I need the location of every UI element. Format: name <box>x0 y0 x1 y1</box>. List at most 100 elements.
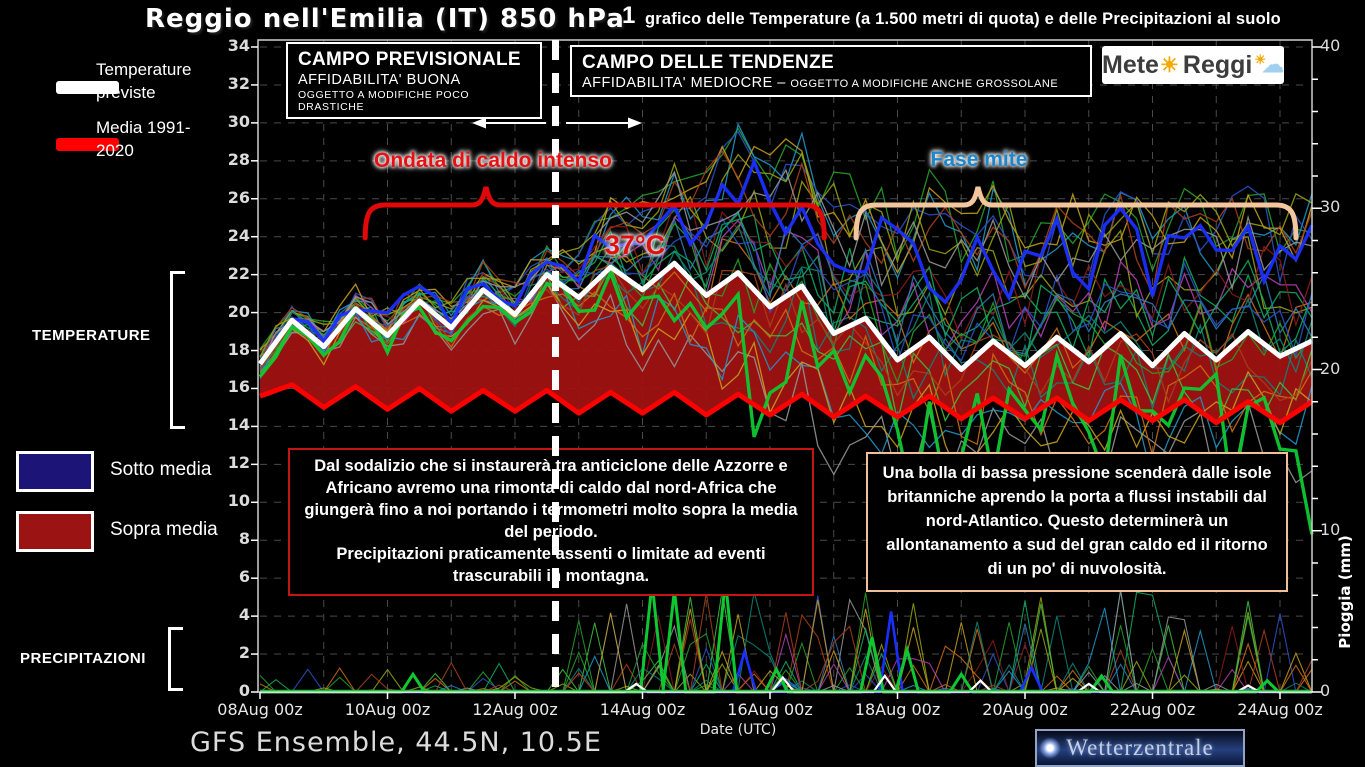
forecast-trend-divider <box>552 40 559 692</box>
page-subtitle: grafico delle Temperature (a 1.500 metri… <box>645 10 1281 28</box>
mean-line-label: Media 1991-2020 <box>96 118 191 160</box>
logo-text-reggi: Reggi <box>1182 50 1253 79</box>
mean-line-swatch <box>56 138 119 151</box>
y-left-tick-label: 32 <box>227 73 250 93</box>
y-left-tick-label: 10 <box>227 491 250 511</box>
small-sun-icon: ☀ <box>1254 52 1266 67</box>
above-mean-label: Sopra media <box>110 519 218 540</box>
above-mean-swatch <box>16 511 94 552</box>
forecast-mean-line <box>257 260 1313 372</box>
wetterzentrale-logo: Wetterzentrale <box>1035 729 1245 767</box>
arrow-right-icon <box>628 117 642 129</box>
ensemble-member-temp <box>259 265 1313 404</box>
y-left-tick-label: 22 <box>227 263 250 283</box>
trend-field-reliability-main: AFFIDABILITA' MEDIOCRE – <box>582 75 791 91</box>
precipitation-bracket <box>168 627 183 691</box>
cloud-icon: ☁ <box>1262 52 1284 77</box>
y-left-tick-label: 16 <box>227 377 250 397</box>
ensemble-member-temp <box>259 208 1313 351</box>
logo-flare <box>1039 737 1061 759</box>
y-left-tick-label: 24 <box>227 225 250 245</box>
x-axis-title: Date (UTC) <box>699 722 777 738</box>
y-right-tick-label: 20 <box>1320 358 1341 378</box>
y-right-tick-label: 40 <box>1320 36 1341 55</box>
page-title: Reggio nell'Emilia (IT) 850 hPa <box>145 4 625 34</box>
ensemble-member-precip <box>260 590 1312 694</box>
y-right-tick-label: 30 <box>1320 197 1341 217</box>
y-right-tick-label: 0 <box>1320 681 1331 700</box>
heatwave-note-p1: Dal sodalizio che si instaurerà tra anti… <box>304 457 798 541</box>
heatwave-note-p2: Precipitazioni praticamente assenti o li… <box>336 544 766 585</box>
forecast-field-box: CAMPO PREVISIONALE AFFIDABILITA' BUONA O… <box>286 42 542 119</box>
y-left-tick-label: 26 <box>227 187 250 207</box>
meteo-reggio-logo: Mete ☀ Reggi ☀ ☁ <box>1102 46 1284 84</box>
y-axis-right-title: Pioggia (mm) <box>1336 535 1354 649</box>
precipitation-section-label: PRECIPITAZIONI <box>20 650 146 667</box>
x-tick-label: 10Aug 00z <box>344 700 431 719</box>
forecast-line-swatch <box>56 81 119 94</box>
y-left-tick-label: 6 <box>238 567 250 587</box>
x-tick-label: 22Aug 00z <box>1109 700 1196 719</box>
x-tick-label: 20Aug 00z <box>982 700 1068 719</box>
y-left-tick-label: 14 <box>227 415 250 435</box>
ensemble-member-precip <box>260 591 1313 694</box>
x-tick-label: 24Aug 00z <box>1237 700 1323 719</box>
mild-phase-note-box: Una bolla di bassa pressione scenderà da… <box>866 452 1288 592</box>
trend-field-title: CAMPO DELLE TENDENZE <box>582 52 834 73</box>
ensemble-member-temp <box>259 217 1313 365</box>
forecast-field-note: OGGETTO A MODIFICHE POCO DRASTICHE <box>298 89 470 113</box>
trend-field-box: CAMPO DELLE TENDENZE AFFIDABILITA' MEDIO… <box>570 45 1092 97</box>
climate-mean-line <box>259 382 1314 426</box>
title-fragment: 1 <box>622 2 636 29</box>
y-left-tick-label: 4 <box>238 605 250 625</box>
trend-field-reliability: AFFIDABILITA' MEDIOCRE – OGGETTO A MODIF… <box>582 75 1080 91</box>
heatwave-annotation: Ondata di caldo intenso <box>373 149 613 172</box>
precip-blue-trace <box>260 611 1312 694</box>
ensemble-member-precip <box>260 589 1312 693</box>
ensemble-member-precip <box>260 595 1312 693</box>
trend-field-note: OGGETTO A MODIFICHE ANCHE GROSSOLANE <box>790 78 1059 90</box>
y-left-tick-label: 18 <box>227 339 250 359</box>
y-left-tick-label: 30 <box>227 111 250 131</box>
y-left-tick-label: 20 <box>227 301 250 321</box>
below-mean-label: Sotto media <box>110 459 212 480</box>
heatwave-note-box: Dal sodalizio che si instaurerà tra anti… <box>288 448 814 596</box>
x-tick-label: 12Aug 00z <box>472 700 558 719</box>
ensemble-member-temp <box>259 281 1313 483</box>
wetterzentrale-text: Wetterzentrale <box>1066 735 1214 760</box>
y-right-tick-label: 10 <box>1320 519 1341 539</box>
ensemble-member-precip <box>260 592 1312 694</box>
y-left-tick-label: 12 <box>227 453 250 473</box>
temperature-section-label: TEMPERATURE <box>32 327 151 344</box>
sun-icon: ☀ <box>1159 53 1179 77</box>
mild-phase-note-text: Una bolla di bassa pressione scenderà da… <box>882 464 1272 578</box>
forecast-field-reliability: AFFIDABILITA' BUONA <box>298 72 461 88</box>
y-left-tick-label: 8 <box>238 529 250 549</box>
forecast-field-title: CAMPO PREVISIONALE <box>298 49 521 70</box>
x-tick-label: 08Aug 00z <box>217 700 303 719</box>
ensemble-member-temp <box>259 138 1313 351</box>
plot-frame <box>257 39 1313 693</box>
control-member-blue <box>258 156 1314 366</box>
ensemble-member-precip <box>260 592 1313 693</box>
x-tick-label: 16Aug 00z <box>727 700 813 719</box>
ensemble-member-precip <box>260 590 1312 694</box>
y-left-tick-label: 28 <box>227 149 250 169</box>
below-mean-swatch <box>16 451 94 492</box>
x-tick-label: 18Aug 00z <box>854 700 941 719</box>
mild-phase-brace <box>853 186 1299 241</box>
peak-temperature-annotation: 37°C <box>604 230 666 260</box>
temperature-bracket <box>170 271 185 429</box>
ensemble-member-precip <box>260 597 1312 693</box>
model-label: GFS Ensemble, 44.5N, 10.5E <box>190 727 602 758</box>
ensemble-member-temp <box>259 168 1313 367</box>
logo-text-mete: Mete <box>1102 50 1159 79</box>
ensemble-member-temp <box>259 179 1313 357</box>
above-mean-fill <box>260 263 1312 423</box>
mild-phase-annotation: Fase mite <box>930 148 1028 171</box>
ensemble-member-precip <box>259 591 1312 693</box>
ensemble-member-temp <box>259 291 1313 456</box>
x-tick-label: 14Aug 00z <box>599 700 686 719</box>
forecast-line-label: Temperature previste <box>96 60 192 102</box>
